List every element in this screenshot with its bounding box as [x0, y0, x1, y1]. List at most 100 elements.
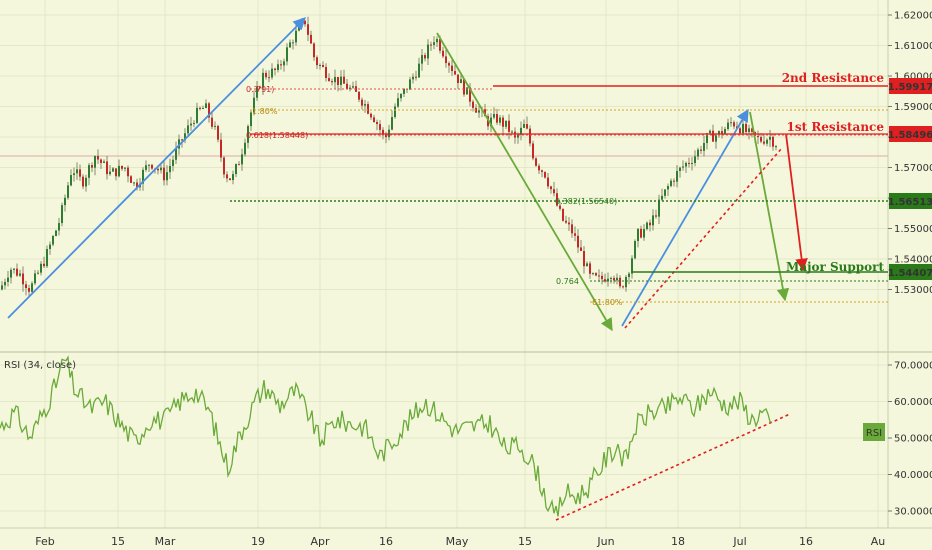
badge-resistance-2-bg — [889, 78, 932, 94]
candle-body — [562, 208, 564, 221]
candle-body — [691, 163, 693, 165]
badge-resistance-1-value: 1.58496 — [888, 130, 932, 141]
rsi-tick-label: 30.0000 — [894, 507, 932, 518]
price-tick-label: 1.55000 — [894, 224, 932, 235]
candle-body — [235, 164, 237, 175]
candle-body — [505, 120, 507, 127]
candle-body — [445, 56, 447, 64]
badge-resistance-2-value: 1.59917 — [888, 82, 932, 93]
candle-body — [115, 168, 117, 177]
candle-body — [7, 277, 9, 282]
time-tick-label: 19 — [251, 535, 265, 548]
candle-body — [319, 64, 321, 66]
candle-body — [682, 166, 684, 168]
candle-body — [748, 128, 750, 133]
price-tick-label: 1.53000 — [894, 285, 932, 296]
fib-label-0786-value: 791) — [256, 85, 274, 94]
candle-body — [295, 30, 297, 43]
bearish-arrow — [785, 133, 808, 272]
candle-body — [397, 98, 399, 107]
candle-body — [745, 123, 747, 133]
candle-body — [370, 113, 372, 118]
candle-body — [100, 159, 102, 163]
candle-body — [451, 65, 453, 72]
candle-body — [316, 57, 318, 66]
candle-body — [643, 229, 645, 238]
time-tick-label: 18 — [671, 535, 685, 548]
candle-body — [520, 127, 522, 135]
candle-body — [223, 157, 225, 175]
price-tick-label: 1.62000 — [894, 11, 932, 22]
candle-body — [433, 42, 435, 45]
candle-body — [523, 124, 525, 128]
candle-body — [604, 279, 606, 282]
candle-body — [553, 189, 555, 194]
candle-body — [262, 72, 264, 88]
candle-body — [157, 168, 159, 171]
rsi-tick-label: 60.0000 — [894, 397, 932, 408]
time-tick-label: Mar — [155, 535, 176, 548]
candle-body — [376, 122, 378, 125]
candle-body — [58, 223, 60, 231]
candle-body — [685, 162, 687, 167]
candle-body — [598, 275, 600, 277]
rsi-title: RSI (34, close) — [4, 360, 76, 371]
candle-body — [247, 126, 249, 143]
candle-body — [169, 165, 171, 173]
candle-body — [742, 123, 744, 134]
candle-body — [151, 164, 153, 169]
candle-body — [85, 177, 87, 187]
candle-body — [697, 149, 699, 157]
candle-body — [646, 222, 648, 230]
support-trendline — [624, 147, 783, 329]
candle-body — [616, 277, 618, 281]
candle-body — [589, 263, 591, 274]
candle-body — [271, 68, 273, 78]
candle-body — [430, 44, 432, 46]
candle-body — [250, 112, 252, 127]
candle-body — [529, 128, 531, 144]
candle-body — [310, 34, 312, 44]
candle-body — [760, 137, 762, 142]
candle-body — [124, 167, 126, 169]
time-tick-label: 16 — [799, 535, 813, 548]
candle-body — [175, 148, 177, 160]
candle-body — [733, 122, 735, 127]
candle-body — [52, 235, 54, 245]
candle-body — [658, 199, 660, 217]
candle-body — [541, 170, 543, 172]
badge-major-support-value: 1.54407 — [888, 268, 932, 279]
candle-body — [391, 117, 393, 130]
candle-body — [676, 171, 678, 182]
projection-arrow — [749, 111, 790, 302]
candle-body — [508, 120, 510, 132]
candle-body — [373, 117, 375, 123]
axes: 1.620001.610001.600001.590001.580001.570… — [35, 11, 932, 548]
candle-body — [217, 125, 219, 140]
candle-body — [379, 124, 381, 130]
candle-body — [226, 174, 228, 179]
candle-body — [172, 159, 174, 166]
candle-body — [187, 125, 189, 134]
price-tick-label: 1.59000 — [894, 102, 932, 113]
candle-body — [16, 268, 18, 276]
candle-body — [601, 275, 603, 280]
candle-body — [571, 224, 573, 234]
candle-body — [325, 66, 327, 79]
candle-body — [76, 169, 78, 174]
candle-body — [127, 167, 129, 177]
candle-body — [706, 133, 708, 143]
candle-body — [148, 164, 150, 166]
candle-body — [721, 131, 723, 135]
candle-body — [610, 278, 612, 280]
trend-arrow-up — [7, 17, 306, 319]
candle-body — [634, 241, 636, 259]
candle-body — [103, 161, 105, 163]
candle-body — [19, 273, 21, 276]
candle-body — [667, 186, 669, 190]
candle-body — [64, 197, 66, 206]
candle-body — [619, 277, 621, 287]
candle-body — [457, 74, 459, 84]
candle-body — [640, 228, 642, 238]
candle-body — [211, 117, 213, 127]
